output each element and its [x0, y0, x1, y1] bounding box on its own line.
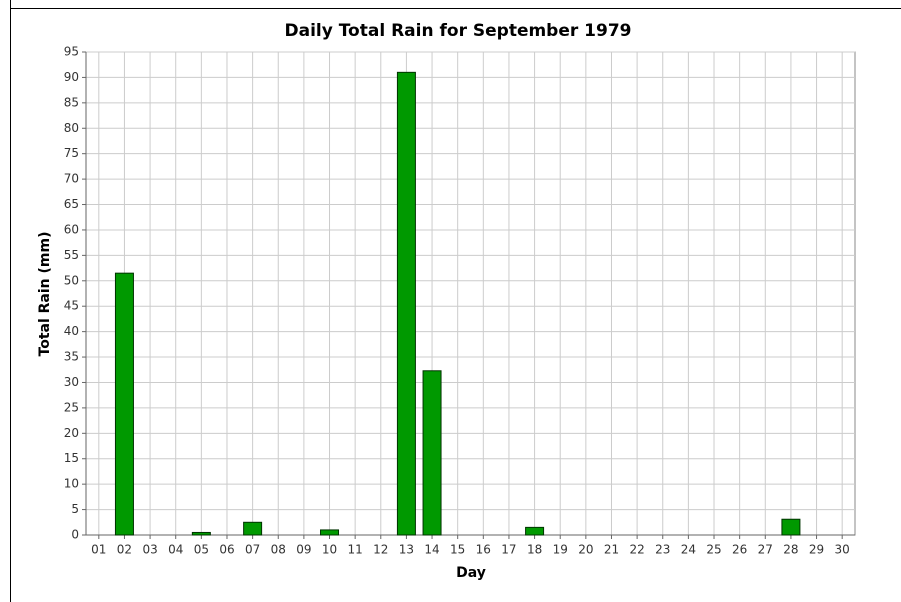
- y-tick-label: 65: [64, 197, 79, 211]
- bar: [781, 518, 801, 536]
- x-axis-title: Day: [456, 565, 486, 581]
- x-tick-label: 23: [655, 543, 670, 557]
- y-tick-label: 45: [64, 299, 79, 313]
- x-tick-label: 12: [373, 543, 388, 557]
- x-tick-label: 22: [629, 543, 644, 557]
- x-tick-label: 30: [835, 543, 850, 557]
- y-tick-label: 55: [64, 248, 79, 262]
- x-tick-label: 02: [117, 543, 132, 557]
- x-tick-label: 13: [399, 543, 414, 557]
- bar: [243, 521, 263, 536]
- x-tick-label: 09: [296, 543, 311, 557]
- y-tick-label: 50: [64, 273, 79, 287]
- x-tick-label: 04: [168, 543, 183, 557]
- bar: [525, 526, 545, 536]
- y-tick-label: 75: [64, 146, 79, 160]
- y-tick-label: 25: [64, 400, 79, 414]
- x-tick-label: 27: [758, 543, 773, 557]
- bar: [396, 71, 416, 536]
- y-tick-label: 5: [71, 502, 79, 516]
- x-tick-label: 18: [527, 543, 542, 557]
- y-tick-label: 40: [64, 324, 79, 338]
- x-tick-label: 01: [91, 543, 106, 557]
- x-tick-label: 28: [783, 543, 798, 557]
- y-tick-label: 85: [64, 95, 79, 109]
- y-tick-label: 90: [64, 70, 79, 84]
- y-tick-label: 35: [64, 350, 79, 364]
- x-tick-label: 16: [476, 543, 491, 557]
- x-tick-label: 17: [501, 543, 516, 557]
- x-tick-label: 25: [706, 543, 721, 557]
- x-tick-label: 07: [245, 543, 260, 557]
- y-tick-label: 30: [64, 375, 79, 389]
- x-tick-label: 15: [450, 543, 465, 557]
- bar: [114, 272, 134, 536]
- x-tick-label: 08: [271, 543, 286, 557]
- x-tick-label: 21: [604, 543, 619, 557]
- chart-title: Daily Total Rain for September 1979: [284, 21, 631, 41]
- y-tick-label: 60: [64, 222, 79, 236]
- x-tick-label: 03: [142, 543, 157, 557]
- bar: [422, 370, 442, 536]
- y-tick-label: 0: [71, 528, 79, 542]
- x-tick-label: 11: [348, 543, 363, 557]
- x-tick-label: 20: [578, 543, 593, 557]
- x-tick-label: 10: [322, 543, 337, 557]
- y-tick-label: 70: [64, 172, 79, 186]
- x-tick-label: 06: [219, 543, 234, 557]
- y-axis-title: Total Rain (mm): [37, 232, 53, 357]
- x-tick-label: 26: [732, 543, 747, 557]
- bar: [191, 531, 211, 536]
- y-tick-label: 15: [64, 451, 79, 465]
- y-tick-label: 80: [64, 121, 79, 135]
- x-tick-label: 29: [809, 543, 824, 557]
- x-tick-label: 14: [424, 543, 439, 557]
- bar: [320, 529, 340, 536]
- y-tick-label: 10: [64, 477, 79, 491]
- x-tick-label: 24: [681, 543, 696, 557]
- x-tick-label: 05: [194, 543, 209, 557]
- x-tick-label: 19: [553, 543, 568, 557]
- y-tick-label: 20: [64, 426, 79, 440]
- y-tick-label: 95: [64, 45, 79, 59]
